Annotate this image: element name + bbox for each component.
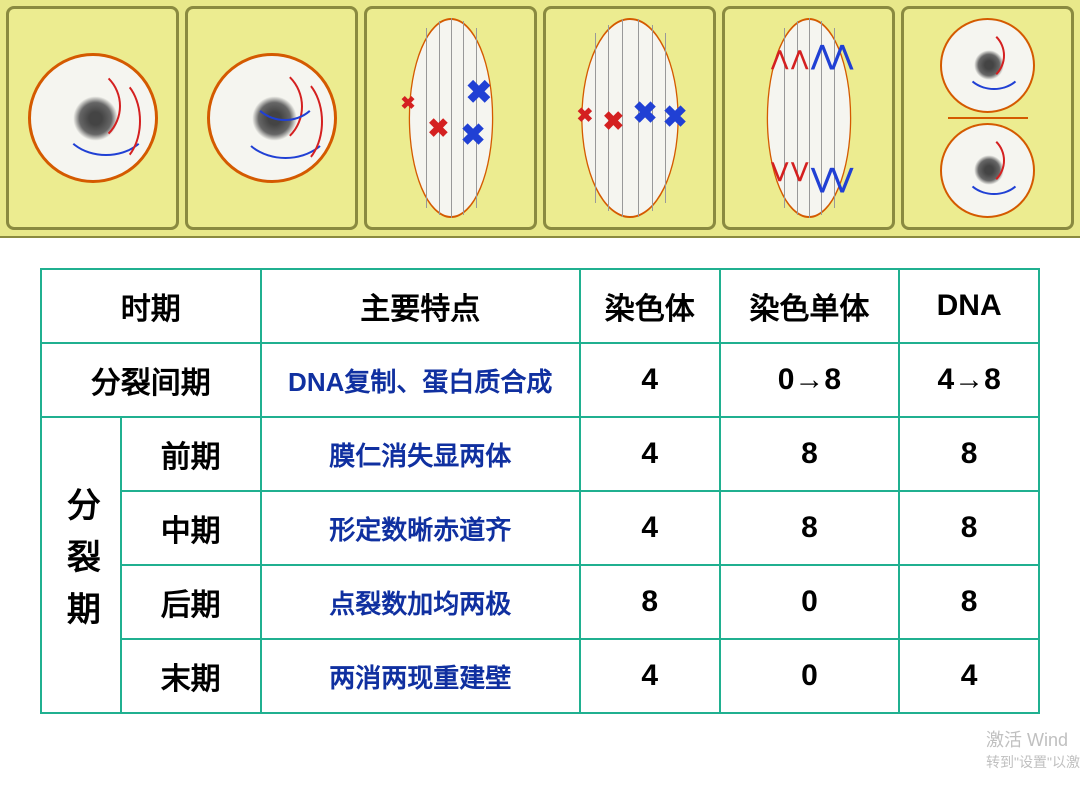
panel-metaphase: ✖ ✖ ✖ ✖ xyxy=(543,6,716,230)
cell-telophase-dna: 4 xyxy=(899,639,1039,713)
header-chromosome: 染色体 xyxy=(580,269,720,343)
cell-metaphase-chrom: 4 xyxy=(580,491,720,565)
cell-anaphase-chrom: 8 xyxy=(580,565,720,639)
cell-metaphase-features: 形定数晰赤道齐 xyxy=(261,491,580,565)
mitosis-table-container: 时期 主要特点 染色体 染色单体 DNA 分裂间期 DNA复制、蛋白质合成 4 … xyxy=(0,238,1080,734)
panel-interphase-late xyxy=(185,6,358,230)
panel-telophase xyxy=(901,6,1074,230)
cell-prophase-features: 膜仁消失显两体 xyxy=(261,417,580,491)
cell-metaphase-dna: 8 xyxy=(899,491,1039,565)
watermark-line1: 激活 Wind xyxy=(986,728,1080,753)
cell-telophase-chrom: 4 xyxy=(580,639,720,713)
cell-prophase-dna: 8 xyxy=(899,417,1039,491)
header-features: 主要特点 xyxy=(261,269,580,343)
row-interphase: 分裂间期 DNA复制、蛋白质合成 4 0→8 4→8 xyxy=(41,343,1039,417)
mitosis-table: 时期 主要特点 染色体 染色单体 DNA 分裂间期 DNA复制、蛋白质合成 4 … xyxy=(40,268,1040,714)
cell-metaphase-name: 中期 xyxy=(121,491,261,565)
row-metaphase: 中期 形定数晰赤道齐 4 8 8 xyxy=(41,491,1039,565)
windows-activation-watermark: 激活 Wind 转到"设置"以激 xyxy=(986,728,1080,773)
header-dna: DNA xyxy=(899,269,1039,343)
panel-interphase-early xyxy=(6,6,179,230)
header-period: 时期 xyxy=(41,269,261,343)
cell-anaphase-features: 点裂数加均两极 xyxy=(261,565,580,639)
cell-division-period-label: 分裂期 xyxy=(41,417,121,713)
daughter-cells xyxy=(940,18,1035,218)
cell-anaphase-chromatid: 0 xyxy=(720,565,900,639)
panel-anaphase: ⋀ ⋀ ⋀ ⋀ ⋁ ⋁ ⋁ ⋁ xyxy=(722,6,895,230)
row-prophase: 分裂期 前期 膜仁消失显两体 4 8 8 xyxy=(41,417,1039,491)
cell-anaphase-dna: 8 xyxy=(899,565,1039,639)
spindle-prophase: ✖ ✖ ✖ ✖ xyxy=(386,18,516,218)
cell-telophase-name: 末期 xyxy=(121,639,261,713)
table-header-row: 时期 主要特点 染色体 染色单体 DNA xyxy=(41,269,1039,343)
cell-telophase-chromatid: 0 xyxy=(720,639,900,713)
row-anaphase: 后期 点裂数加均两极 8 0 8 xyxy=(41,565,1039,639)
spindle-anaphase: ⋀ ⋀ ⋀ ⋀ ⋁ ⋁ ⋁ ⋁ xyxy=(744,18,874,218)
row-telophase: 末期 两消两现重建壁 4 0 4 xyxy=(41,639,1039,713)
cell-telophase-features: 两消两现重建壁 xyxy=(261,639,580,713)
cell-anaphase-name: 后期 xyxy=(121,565,261,639)
nucleus-1 xyxy=(28,53,158,183)
cell-interphase-chromatid: 0→8 xyxy=(720,343,900,417)
nucleus-2 xyxy=(207,53,337,183)
spindle-metaphase: ✖ ✖ ✖ ✖ xyxy=(555,18,705,218)
cell-interphase-label: 分裂间期 xyxy=(41,343,261,417)
cell-prophase-name: 前期 xyxy=(121,417,261,491)
cell-prophase-chromatid: 8 xyxy=(720,417,900,491)
header-chromatid: 染色单体 xyxy=(720,269,900,343)
mitosis-diagram-strip: ✖ ✖ ✖ ✖ ✖ ✖ ✖ ✖ ⋀ xyxy=(0,0,1080,238)
cell-interphase-features: DNA复制、蛋白质合成 xyxy=(261,343,580,417)
watermark-line2: 转到"设置"以激 xyxy=(986,753,1080,773)
cell-interphase-dna: 4→8 xyxy=(899,343,1039,417)
panel-prophase: ✖ ✖ ✖ ✖ xyxy=(364,6,537,230)
cell-metaphase-chromatid: 8 xyxy=(720,491,900,565)
cell-interphase-chrom: 4 xyxy=(580,343,720,417)
cell-prophase-chrom: 4 xyxy=(580,417,720,491)
